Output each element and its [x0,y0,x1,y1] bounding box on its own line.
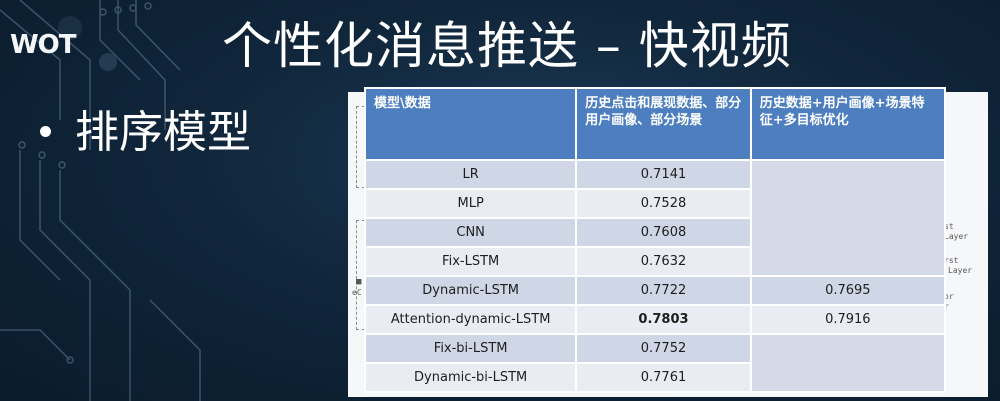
table-row: Fix-LSTM 0.7632 [363,246,945,277]
diagram-bracket [356,106,365,188]
slide-title: 个性化消息推送 – 快视频 [222,17,792,75]
diagram-fragment: ■ [356,277,362,287]
auc-value-best: 0.7803 [575,304,752,335]
bullet-text: 排序模型 [75,107,251,158]
table-row: MLP 0.7528 [363,188,945,219]
diagram-fragment: eC [352,288,362,297]
model-name: Fix-LSTM [363,246,578,277]
model-results-table: 模型\数据 历史点击和展现数据、部分用户画像、部分场景 历史数据+用户画像+场景… [363,87,947,393]
model-name: Dynamic-bi-LSTM [363,362,578,393]
model-name: Fix-bi-LSTM [363,333,578,364]
wot-logo: WOT [10,30,77,60]
diagram-fragment: or [944,292,954,301]
table-row: Fix-bi-LSTM 0.7752 [363,333,947,393]
auc-value: 0.7632 [575,246,752,277]
bullet-item: 排序模型 [40,96,251,160]
empty-merged-cell [749,159,947,277]
diagram-fragment: st [944,222,954,231]
table-header-row: 模型\数据 历史点击和展现数据、部分用户画像、部分场景 历史数据+用户画像+场景… [363,87,947,161]
auc-value: 0.7141 [575,159,752,190]
model-name: CNN [363,217,578,248]
diagram-fragment: rst [944,256,959,265]
table-row: Dynamic-LSTM 0.7722 0.7695 [363,275,947,306]
diagram-fragment: r [944,302,949,311]
model-name: Attention-dynamic-LSTM [363,304,578,335]
auc-value: 0.7608 [575,217,752,248]
table-row: Dynamic-bi-LSTM 0.7761 [363,362,945,393]
diagram-fragment: Layer [944,232,969,241]
auc-value: 0.7761 [575,362,752,393]
auc-value: 0.7722 [575,275,752,306]
circuit-background-decoration [0,0,201,401]
model-name: LR [363,159,578,190]
diagram-bracket [356,220,365,330]
header-full-features: 历史数据+用户画像+场景特征+多目标优化 [749,87,947,161]
diagram-fragment: Layer [948,266,973,275]
model-name: Dynamic-LSTM [363,275,578,306]
bullet-dot-icon [40,125,51,137]
auc-value: 0.7528 [575,188,752,219]
header-history-data: 历史点击和展现数据、部分用户画像、部分场景 [575,87,752,161]
table-row: LR 0.7141 [363,159,947,277]
model-name: MLP [363,188,578,219]
empty-merged-cell [749,333,947,393]
auc-value: 0.7752 [575,333,752,364]
auc-value-full: 0.7695 [749,275,947,306]
table-row: CNN 0.7608 [363,217,945,248]
table-row-highlighted: Attention-dynamic-LSTM 0.7803 0.7916 [363,304,947,335]
auc-value-full: 0.7916 [749,304,947,335]
header-model-data: 模型\数据 [363,87,578,161]
